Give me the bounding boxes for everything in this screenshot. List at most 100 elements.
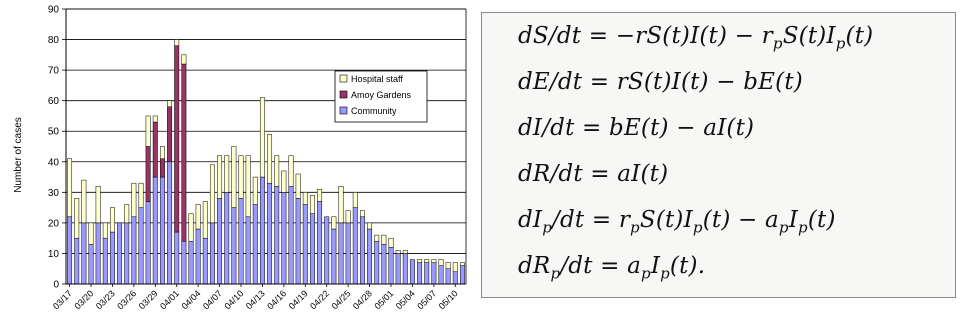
bar-community-05/09 <box>445 268 451 285</box>
bar-community-04/29 <box>374 240 380 285</box>
x-tick-label: 03/26 <box>115 288 138 311</box>
bar-hospital-staff-03/29 <box>152 115 158 123</box>
x-tick-label: 04/19 <box>287 288 310 311</box>
bar-hospital-staff-03/30 <box>159 146 165 159</box>
x-tick-label: 04/10 <box>222 288 245 311</box>
x-tick-label: 04/01 <box>158 288 181 311</box>
bar-community-04/19 <box>302 204 308 285</box>
bar-amoy-gardens-03/31 <box>167 106 173 163</box>
x-tick-label: 04/04 <box>180 288 203 311</box>
bar-community-05/07 <box>431 262 437 285</box>
bar-hospital-staff-04/05 <box>202 201 208 239</box>
bar-community-04/12 <box>252 204 258 285</box>
y-tick-label: 30 <box>48 188 60 199</box>
bar-hospital-staff-03/27 <box>138 182 144 208</box>
bar-hospital-staff-03/23 <box>109 207 115 233</box>
bar-community-03/27 <box>138 207 144 285</box>
x-tick-label: 03/20 <box>72 288 95 311</box>
bar-hospital-staff-04/14 <box>267 134 273 184</box>
bar-community-04/27 <box>359 216 365 285</box>
x-tick-label: 04/13 <box>244 288 267 311</box>
bar-community-05/10 <box>452 271 458 285</box>
x-tick-label: 03/23 <box>94 288 117 311</box>
bar-hospital-staff-05/10 <box>452 262 458 273</box>
legend-label: Amoy Gardens <box>351 90 412 100</box>
bar-hospital-staff-05/05 <box>417 259 423 263</box>
bar-hospital-staff-04/03 <box>188 213 194 242</box>
bar-community-03/19 <box>81 222 87 285</box>
bar-community-03/30 <box>159 176 165 285</box>
bar-hospital-staff-04/21 <box>317 189 323 202</box>
bar-hospital-staff-03/18 <box>74 198 80 239</box>
legend-swatch <box>339 90 348 99</box>
x-tick-label: 05/04 <box>394 288 417 311</box>
bar-community-04/21 <box>317 201 323 285</box>
bar-hospital-staff-03/19 <box>81 179 87 224</box>
bar-community-05/01 <box>388 247 394 285</box>
bar-hospital-staff-04/19 <box>302 192 308 205</box>
bar-community-04/28 <box>367 228 373 285</box>
bar-community-04/08 <box>224 192 230 285</box>
equations-box: dS/dt = −rS(t)I(t) − rpS(t)Ip(t) dE/dt =… <box>481 12 956 298</box>
bar-amoy-gardens-04/02 <box>181 63 187 242</box>
legend-swatch <box>339 74 348 83</box>
legend-swatch <box>339 106 348 115</box>
x-tick-label: 05/07 <box>415 288 438 311</box>
bar-community-04/03 <box>188 240 194 285</box>
x-tick-label: 04/25 <box>330 288 353 311</box>
y-tick-label: 80 <box>48 35 60 46</box>
bar-hospital-staff-03/17 <box>67 158 73 218</box>
legend-label: Community <box>351 106 397 116</box>
bar-community-05/05 <box>417 262 423 285</box>
bar-community-04/18 <box>295 198 301 285</box>
bar-hospital-staff-04/28 <box>367 222 373 230</box>
bar-hospital-staff-03/26 <box>131 182 137 218</box>
bar-community-04/06 <box>209 222 215 285</box>
bar-community-05/04 <box>409 259 415 285</box>
bar-hospital-staff-04/08 <box>224 155 230 193</box>
bar-community-03/24 <box>117 222 123 285</box>
equation-dR-dt: dR/dt = aI(t) <box>518 161 669 187</box>
x-tick-label: 05/01 <box>372 288 395 311</box>
x-tick-label: 03/29 <box>137 288 160 311</box>
bar-hospital-staff-04/29 <box>374 234 380 242</box>
bar-community-04/10 <box>238 198 244 285</box>
bar-community-04/11 <box>245 216 251 285</box>
bar-hospital-staff-05/01 <box>388 237 394 248</box>
bar-community-04/13 <box>259 176 265 285</box>
bar-hospital-staff-04/09 <box>231 146 237 208</box>
bar-hospital-staff-04/16 <box>281 170 287 193</box>
bar-community-04/14 <box>267 182 273 285</box>
bar-hospital-staff-03/21 <box>95 185 101 224</box>
x-tick-label: 04/16 <box>265 288 288 311</box>
bar-community-03/18 <box>74 237 80 285</box>
bar-community-03/23 <box>109 231 115 285</box>
bar-hospital-staff-04/02 <box>181 54 187 65</box>
bar-hospital-staff-03/28 <box>145 115 151 147</box>
bar-hospital-staff-04/12 <box>252 176 258 205</box>
y-tick-label: 0 <box>53 280 59 291</box>
bar-hospital-staff-04/17 <box>288 155 294 187</box>
bar-hospital-staff-04/18 <box>295 173 301 199</box>
bar-community-03/25 <box>124 222 130 285</box>
y-tick-label: 70 <box>48 66 60 77</box>
axes <box>65 8 467 285</box>
x-tick-labels: 03/1703/2003/2303/2603/2904/0104/0404/07… <box>51 284 460 311</box>
y-tick-label: 10 <box>48 249 60 260</box>
x-tick-label: 05/10 <box>437 288 460 311</box>
bar-hospital-staff-05/09 <box>445 262 451 269</box>
bar-community-04/30 <box>381 244 387 285</box>
x-tick-label: 04/28 <box>351 288 374 311</box>
bar-community-04/20 <box>309 213 315 285</box>
bar-community-04/05 <box>202 237 208 285</box>
bars <box>67 39 465 285</box>
bar-hospital-staff-05/06 <box>424 259 430 263</box>
y-tick-label: 20 <box>48 218 60 229</box>
bar-hospital-staff-05/08 <box>438 259 444 266</box>
bar-community-04/16 <box>281 192 287 285</box>
bar-community-04/07 <box>217 198 223 285</box>
equation-dI-dt: dI/dt = bE(t) − aI(t) <box>518 115 755 141</box>
bar-hospital-staff-04/01 <box>174 39 180 46</box>
equation-dS-dt: dS/dt = −rS(t)I(t) − rpS(t)Ip(t) <box>518 23 874 53</box>
bar-community-04/15 <box>274 185 280 285</box>
